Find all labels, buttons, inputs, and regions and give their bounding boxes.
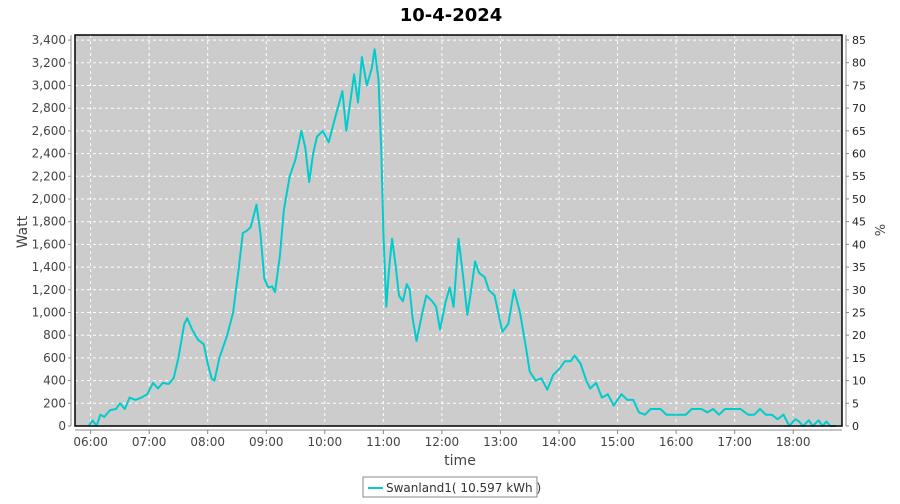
series-line-swanland1	[87, 48, 837, 427]
chart-title: 10-4-2024	[400, 5, 503, 26]
x-tick-label: 18:00	[776, 435, 811, 449]
y-tick-label: 3,200	[32, 56, 66, 70]
y2-tick-label: 75	[852, 79, 866, 92]
x-tick-label: 15:00	[600, 435, 635, 449]
y2-tick-label: 20	[852, 329, 866, 342]
x-tick-label: 13:00	[483, 435, 518, 449]
y-tick-label: 1,600	[32, 237, 66, 251]
y-tick-label: 1,800	[32, 215, 66, 229]
y2-tick-label: 35	[852, 261, 866, 274]
legend: Swanland1( 10.597 kWh )	[362, 476, 541, 498]
y2-tick-label: 50	[852, 193, 866, 206]
legend-box	[362, 476, 538, 498]
y2-tick-label: 55	[852, 170, 866, 183]
x-tick-label: 08:00	[190, 435, 225, 449]
plot-area	[75, 35, 842, 426]
x-tick-label: 09:00	[249, 435, 284, 449]
y2-tick-label: 30	[852, 284, 866, 297]
x-tick-label: 07:00	[132, 435, 167, 449]
x-tick-label: 06:00	[73, 435, 108, 449]
x-tick-label: 10:00	[308, 435, 343, 449]
y2-axis-label: %	[874, 224, 889, 236]
y-tick-label: 400	[43, 374, 66, 388]
y2-tick-label: 65	[852, 125, 866, 138]
y-tick-label: 600	[43, 351, 66, 365]
y2-tick-label: 40	[852, 238, 866, 251]
y-axis-label: Watt	[15, 215, 31, 248]
y2-tick-label: 70	[852, 102, 866, 115]
x-tick-label: 14:00	[542, 435, 577, 449]
plot-border	[74, 34, 843, 427]
y2-tick-label: 80	[852, 57, 866, 70]
x-tick-label: 12:00	[425, 435, 460, 449]
y2-tick-label: 5	[852, 397, 859, 410]
y2-tick-label: 0	[852, 420, 859, 433]
y-tick-label: 2,200	[32, 169, 66, 183]
y-tick-label: 3,400	[32, 33, 66, 47]
y-tick-label: 200	[43, 396, 66, 410]
y-tick-label: 2,800	[32, 101, 66, 115]
x-axis-label: time	[444, 453, 476, 469]
y2-tick-label: 85	[852, 34, 866, 47]
y-tick-label: 1,200	[32, 283, 66, 297]
y2-tick-label: 10	[852, 375, 866, 388]
y-tick-label: 800	[43, 328, 66, 342]
y-tick-label: 3,000	[32, 79, 66, 93]
y-tick-label: 0	[58, 419, 66, 433]
x-tick-label: 17:00	[717, 435, 752, 449]
y-tick-label: 1,400	[32, 260, 66, 274]
legend-label: Swanland1( 10.597 kWh )	[386, 481, 541, 495]
y2-tick-label: 60	[852, 148, 866, 161]
series-group	[87, 48, 837, 427]
axes: 02004006008001,0001,2001,4001,6001,8002,…	[32, 33, 866, 449]
y2-tick-label: 45	[852, 216, 866, 229]
y-tick-label: 2,000	[32, 192, 66, 206]
y2-tick-label: 15	[852, 352, 866, 365]
x-tick-label: 16:00	[659, 435, 694, 449]
grid	[75, 35, 842, 426]
y-tick-label: 1,000	[32, 306, 66, 320]
y2-tick-label: 25	[852, 306, 866, 319]
x-tick-label: 11:00	[366, 435, 401, 449]
y-tick-label: 2,600	[32, 124, 66, 138]
y-tick-label: 2,400	[32, 147, 66, 161]
